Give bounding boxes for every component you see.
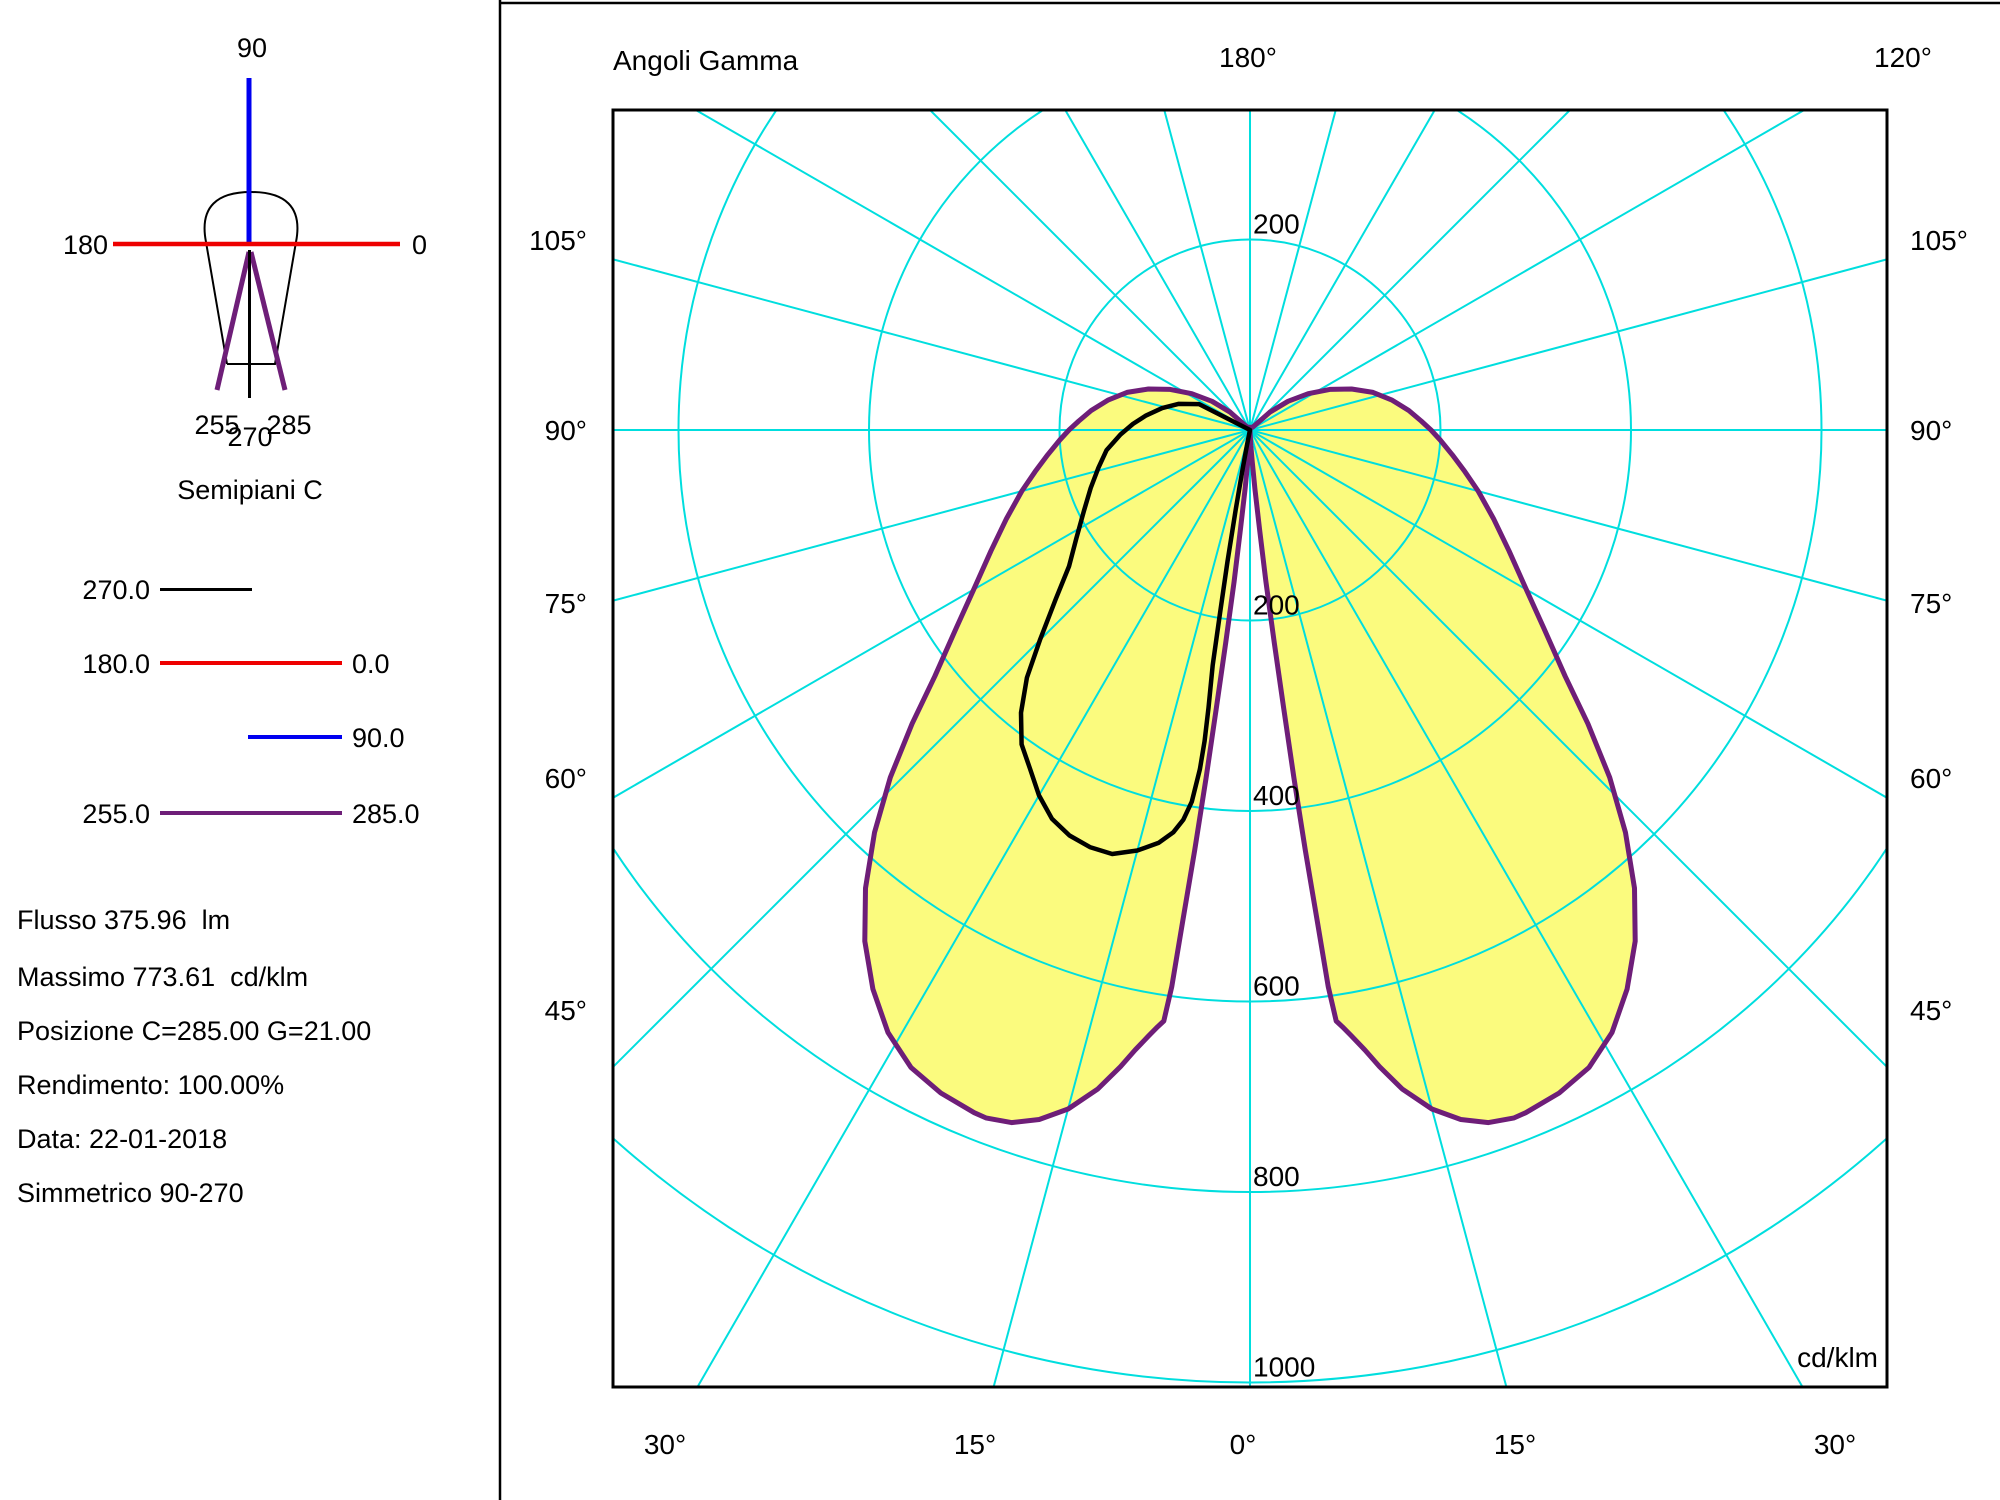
- legend-label-270: 270.0: [82, 575, 150, 605]
- grid-radial: [1249, 429, 1804, 1387]
- legend-line-270: [160, 588, 252, 591]
- legend-label-255: 255.0: [82, 799, 150, 829]
- lamp-label-270: 270: [227, 422, 272, 452]
- legend-label-285: 285.0: [352, 799, 420, 829]
- gamma-label-bottom: 15°: [1494, 1429, 1536, 1460]
- grid-radial: [613, 429, 1251, 602]
- lamp-orientation-icon: 90 180 0 255 270 285: [63, 33, 427, 452]
- grid-radial: [1064, 110, 1251, 431]
- grid-radial: [1249, 258, 1887, 431]
- ring-label: 1000: [1253, 1352, 1315, 1383]
- gamma-label-bottom: 0°: [1230, 1429, 1257, 1460]
- ring-label-top: 200: [1253, 209, 1300, 240]
- info-posizione: Posizione C=285.00 G=21.00: [17, 1016, 372, 1046]
- curve-outline-270: [1018, 401, 1253, 857]
- ring-label: 400: [1253, 780, 1300, 811]
- grid-radial: [1249, 429, 1887, 799]
- info-rendimento: Rendimento: 100.00%: [17, 1070, 285, 1100]
- ring-label: 800: [1253, 1161, 1300, 1192]
- legend-line-90: [248, 735, 342, 739]
- gamma-label-right: 105°: [1910, 225, 1968, 256]
- unit-label: cd/klm: [1797, 1342, 1878, 1373]
- gamma-label-top-180: 180°: [1219, 42, 1277, 73]
- grid-radial: [1249, 429, 1887, 1069]
- chart-title: Angoli Gamma: [613, 45, 799, 76]
- axis-255-line: [214, 251, 252, 391]
- legend-label-90: 90.0: [352, 723, 405, 753]
- grid-radial: [1249, 429, 1508, 1387]
- gamma-label-left: 105°: [529, 225, 587, 256]
- info-massimo: Massimo 773.61 cd/klm: [17, 962, 309, 992]
- grid-radial: [1249, 110, 1337, 431]
- gamma-label-bottom: 15°: [954, 1429, 996, 1460]
- grid-radial: [992, 429, 1251, 1387]
- legend-label-180: 180.0: [82, 649, 150, 679]
- curve-fill-255-285: [864, 389, 1636, 1123]
- chart-frame: [611, 108, 1889, 1389]
- gamma-label-top-120: 120°: [1874, 42, 1932, 73]
- grid-radial: [693, 110, 1251, 431]
- info-data: Data: 22-01-2018: [17, 1124, 228, 1154]
- lamp-label-285: 285: [266, 410, 311, 440]
- gamma-label-bottom: 30°: [1814, 1429, 1856, 1460]
- lamp-label-180: 180: [63, 230, 108, 260]
- grid-radial: [1249, 429, 1887, 602]
- legend-line-0-180: [160, 661, 342, 665]
- ring-label: 600: [1253, 971, 1300, 1002]
- gamma-label-right: 75°: [1910, 588, 1952, 619]
- grid-radial: [613, 429, 1251, 1069]
- grid-radial: [928, 110, 1251, 431]
- grid-radial: [613, 258, 1251, 431]
- grid-ring: [613, 846, 1887, 1193]
- gamma-label-bottom: 30°: [644, 1429, 686, 1460]
- gamma-label-left: 45°: [545, 995, 587, 1026]
- lamp-label-255: 255: [194, 410, 239, 440]
- grid-radial: [1249, 110, 1436, 431]
- info-simmetrico: Simmetrico 90-270: [17, 1178, 244, 1208]
- axis-285-line: [248, 251, 288, 391]
- grid-radial: [613, 429, 1251, 799]
- grid-radial: [1249, 110, 1572, 431]
- grid-radial: [1163, 110, 1251, 431]
- gamma-label-left: 75°: [545, 588, 587, 619]
- legend-line-255-285: [160, 811, 342, 815]
- legend-label-0: 0.0: [352, 649, 390, 679]
- info-flusso: Flusso 375.96 lm: [17, 905, 231, 935]
- gamma-label-left: 90°: [545, 415, 587, 446]
- ring-label: 200: [1253, 590, 1300, 621]
- gamma-label-right: 90°: [1910, 415, 1952, 446]
- grid-radial: [696, 429, 1251, 1387]
- grid-radial: [1249, 110, 1807, 431]
- semipiani-title: Semipiani C: [177, 475, 323, 505]
- lamp-label-0: 0: [412, 230, 427, 260]
- gamma-label-left: 60°: [545, 763, 587, 794]
- lamp-label-90: 90: [237, 33, 267, 63]
- gamma-label-right: 60°: [1910, 763, 1952, 794]
- gamma-label-right: 45°: [1910, 995, 1952, 1026]
